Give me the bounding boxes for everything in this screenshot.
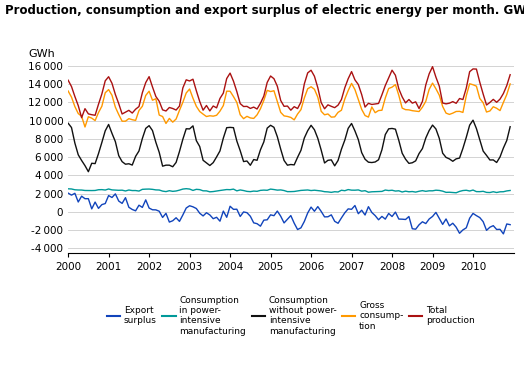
Legend: Export
surplus, Consumption
in power-
intensive
manufacturing, Consumption
witho: Export surplus, Consumption in power- in…: [107, 296, 475, 336]
Text: GWh: GWh: [28, 49, 55, 59]
Text: Production, consumption and export surplus of electric energy per month. GWh: Production, consumption and export surpl…: [5, 4, 524, 17]
